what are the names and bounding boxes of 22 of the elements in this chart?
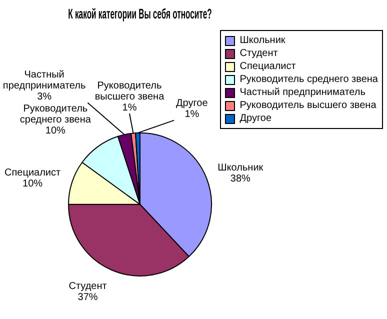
slice-label: Студент	[68, 280, 108, 292]
data-label: 3%	[37, 91, 52, 102]
legend-label: Частный предприниматель	[240, 87, 366, 98]
data-label: 37%	[78, 292, 98, 303]
slice-label: Руководитель среднего звена	[20, 104, 92, 126]
slice-label: Частный предприниматель	[2, 69, 86, 92]
legend-label: Студент	[240, 48, 278, 59]
slice-label: Руководитель высшего звена	[94, 80, 165, 102]
legend-label: Другое	[240, 113, 272, 124]
data-label: 10%	[22, 178, 43, 190]
slice-label: Школьник	[218, 162, 264, 174]
legend-label: Руководитель высшего звена	[240, 100, 376, 111]
slice-label: Другое	[176, 98, 208, 110]
chart-title: К какой категории Вы себя относите?	[68, 7, 212, 22]
data-label: 10%	[45, 126, 66, 137]
legend-label: Руководитель среднего звена	[240, 74, 378, 85]
data-label: 1%	[184, 109, 200, 120]
data-label: 1%	[122, 102, 137, 114]
legend-label: Специалист	[240, 61, 296, 72]
data-label: 38%	[230, 173, 251, 184]
legend-label: Школьник	[240, 35, 286, 46]
slice-label: Специалист	[4, 167, 62, 178]
